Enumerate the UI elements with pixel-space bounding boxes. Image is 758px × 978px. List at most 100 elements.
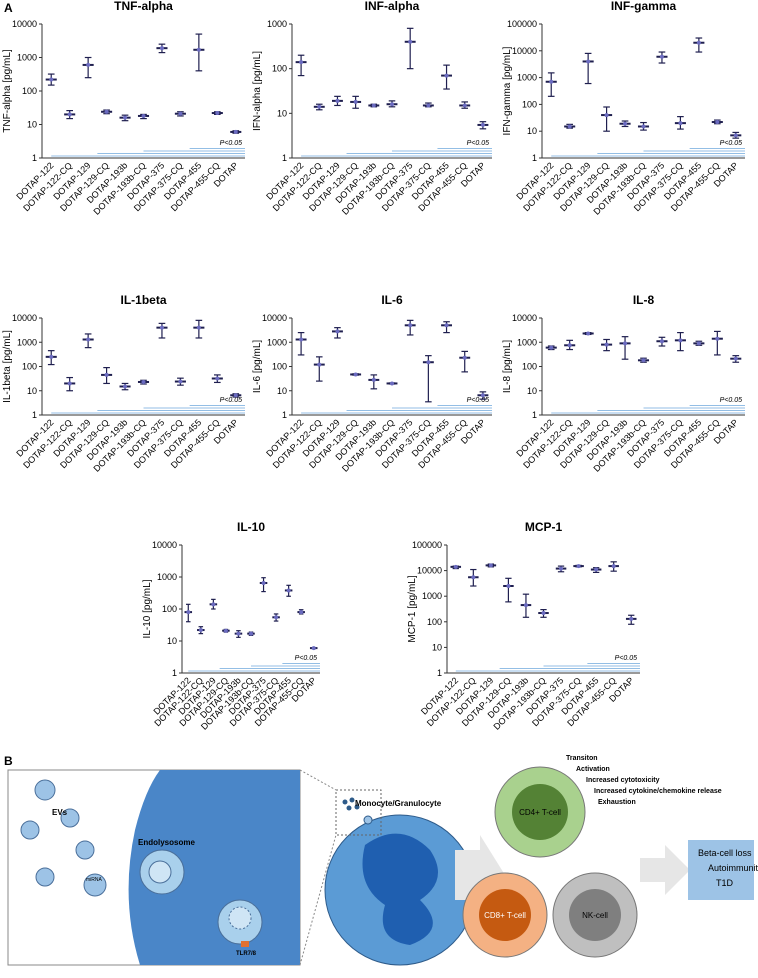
- chart-title: IL-6: [381, 293, 403, 307]
- mean-dot: [408, 39, 413, 44]
- mean-dot: [426, 103, 431, 108]
- mean-dot: [390, 102, 394, 107]
- chart-title: MCP-1: [525, 520, 563, 534]
- mean-dot: [299, 60, 304, 65]
- mean-dot: [641, 358, 646, 363]
- chart-title: INF-gamma: [611, 0, 677, 13]
- outcome: Beta-cell loss: [698, 848, 752, 858]
- mean-dot: [678, 121, 683, 126]
- mean-dot: [159, 46, 164, 51]
- mean-dot: [641, 124, 646, 129]
- chart-title: IL-10: [237, 520, 265, 534]
- particle: [346, 805, 352, 811]
- annotation: P<0.05: [615, 655, 637, 662]
- y-tick-label: 1: [172, 668, 177, 678]
- y-tick-label: 10000: [12, 313, 37, 323]
- mean-dot: [178, 111, 183, 116]
- y-tick-label: 100: [522, 362, 537, 372]
- mean-dot: [733, 133, 738, 138]
- zoom-box: [335, 789, 382, 836]
- outcome: Autoimmunity: [708, 863, 758, 873]
- nk-label: NK-cell: [582, 911, 608, 920]
- ev: [34, 779, 56, 801]
- mean-dot: [715, 120, 720, 125]
- chart-title: IL-8: [633, 293, 655, 307]
- mean-dot: [576, 564, 581, 569]
- step: Increased cytotoxicity: [586, 777, 660, 784]
- y-tick-label: 1000: [157, 572, 177, 582]
- mean-dot: [444, 323, 449, 328]
- ev: [35, 867, 55, 887]
- mean-dot: [604, 342, 609, 347]
- particle: [354, 804, 360, 810]
- mean-dot: [586, 331, 591, 336]
- mean-dot: [49, 77, 54, 82]
- mean-dot: [317, 104, 322, 109]
- annotation: P<0.05: [295, 655, 317, 662]
- y-tick-label: 10: [277, 386, 287, 396]
- mean-dot: [559, 566, 564, 571]
- mean-dot: [541, 611, 546, 616]
- ev: [75, 840, 95, 860]
- mean-dot: [215, 111, 220, 116]
- y-tick-label: 10: [432, 642, 442, 652]
- mean-dot: [604, 113, 609, 118]
- y-tick-label: 100: [22, 86, 37, 96]
- step: Activation: [576, 766, 610, 773]
- y-tick-label: 10: [27, 386, 37, 396]
- mean-dot: [123, 115, 128, 120]
- y-axis-label: TNF-alpha [pg/mL]: [2, 49, 13, 133]
- y-tick-label: 1: [282, 153, 287, 163]
- particle: [363, 815, 373, 825]
- chart-title: INF-alpha: [365, 0, 420, 13]
- tlr-receptor: [241, 941, 249, 947]
- mean-dot: [67, 112, 72, 117]
- mean-dot: [594, 567, 599, 572]
- chart-title: TNF-alpha: [114, 0, 173, 13]
- zoom-line: [299, 834, 337, 966]
- y-tick-label: 1: [437, 668, 442, 678]
- y-tick-label: 10000: [12, 19, 37, 29]
- mean-dot: [186, 610, 191, 615]
- y-tick-label: 1: [532, 410, 537, 420]
- mean-dot: [274, 615, 279, 620]
- y-tick-label: 1: [282, 410, 287, 420]
- annotation: P<0.05: [720, 140, 742, 147]
- mean-dot: [236, 631, 241, 636]
- mean-dot: [299, 610, 304, 615]
- y-tick-label: 100: [272, 362, 287, 372]
- annotation: P<0.05: [220, 397, 242, 404]
- y-tick-label: 1: [532, 153, 537, 163]
- y-tick-label: 10000: [262, 313, 287, 323]
- mean-dot: [104, 109, 109, 114]
- step: Transiton: [566, 755, 598, 762]
- ev: [20, 820, 40, 840]
- mean-dot: [444, 73, 449, 78]
- step: Exhaustion: [598, 799, 636, 806]
- mean-dot: [353, 99, 358, 104]
- diagram: EVs miRNA Endolysosome TLR7/8 Monocyte/G…: [7, 755, 758, 966]
- cd8-nucleus: [479, 889, 531, 941]
- mean-dot: [696, 341, 701, 346]
- y-tick-label: 10: [167, 636, 177, 646]
- mean-dot: [408, 323, 413, 328]
- mean-dot: [86, 337, 91, 342]
- y-tick-label: 10000: [152, 540, 177, 550]
- mean-dot: [249, 631, 253, 636]
- y-tick-label: 10000: [512, 46, 537, 56]
- y-tick-label: 1000: [517, 73, 537, 83]
- mean-dot: [659, 54, 664, 59]
- mean-dot: [659, 339, 664, 344]
- y-axis-label: IFN-gamma [pg/mL]: [502, 46, 513, 135]
- y-tick-label: 100000: [507, 19, 537, 29]
- y-tick-label: 10: [527, 126, 537, 136]
- cd8-label: CD8+ T-cell: [484, 911, 526, 920]
- y-axis-label: IFN-alpha [pg/mL]: [252, 51, 263, 131]
- ev: [60, 808, 80, 828]
- y-tick-label: 1000: [267, 19, 287, 29]
- mean-dot: [311, 646, 316, 651]
- mean-dot: [286, 588, 291, 593]
- mean-dot: [390, 381, 394, 386]
- mean-dot: [733, 356, 738, 361]
- y-axis-label: IL-10 [pg/mL]: [142, 579, 153, 638]
